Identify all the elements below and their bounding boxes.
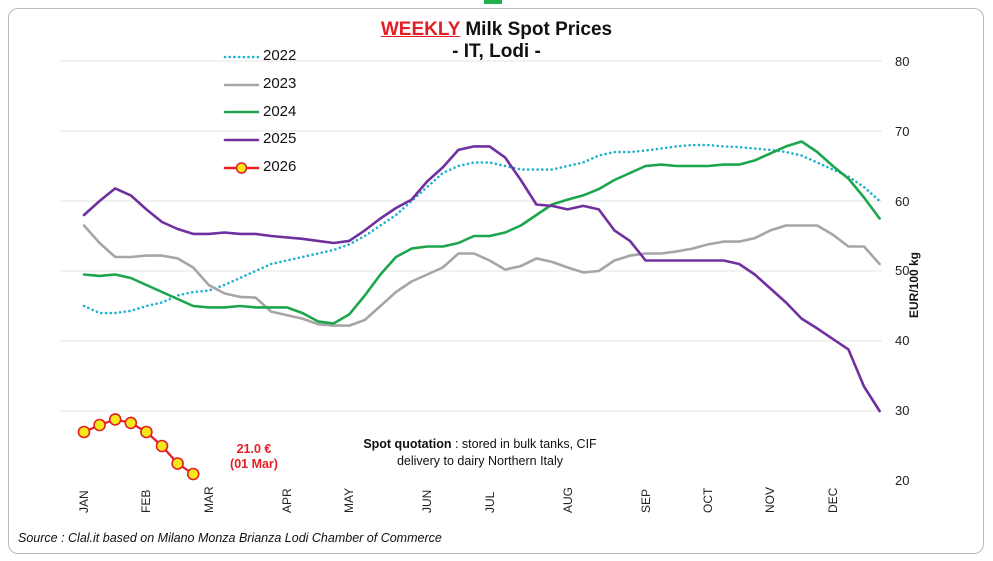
x-tick-label: NOV bbox=[763, 486, 778, 513]
spot-quotation-note: Spot quotation : stored in bulk tanks, C… bbox=[320, 436, 640, 470]
latest-price-annotation: 21.0 € (01 Mar) bbox=[214, 442, 294, 472]
series-line-2024 bbox=[82, 140, 881, 325]
x-tick-label: JUL bbox=[482, 491, 497, 513]
legend-label-2025: 2025 bbox=[263, 130, 297, 147]
legend-label-2022: 2022 bbox=[263, 47, 297, 64]
x-tick-label: DEC bbox=[825, 487, 840, 513]
top-accent-tab bbox=[484, 0, 502, 4]
chart-title: WEEKLY Milk Spot Prices bbox=[0, 19, 993, 41]
series-point-2026 bbox=[140, 425, 153, 439]
title-highlight: WEEKLY bbox=[380, 19, 461, 40]
series-point-2026 bbox=[171, 457, 184, 470]
x-tick-label: MAR bbox=[201, 486, 216, 513]
x-tick-label: JUN bbox=[420, 489, 435, 513]
y-tick-label: 30 bbox=[895, 403, 910, 418]
series-point-2026 bbox=[108, 413, 122, 426]
y-axis-label: EUR/100 kg bbox=[907, 251, 921, 319]
y-tick-label: 40 bbox=[895, 333, 910, 348]
series-line-2022 bbox=[82, 143, 881, 315]
note-rest: : stored in bulk tanks, CIF bbox=[451, 437, 597, 451]
x-tick-label: MAY bbox=[342, 487, 357, 513]
source-note: Source : Clal.it based on Milano Monza B… bbox=[18, 531, 442, 545]
note-line2: delivery to dairy Northern Italy bbox=[396, 454, 564, 468]
note-bold: Spot quotation bbox=[363, 437, 452, 451]
chart-frame bbox=[8, 8, 984, 554]
y-tick-label: 60 bbox=[895, 194, 910, 209]
series-point-2026 bbox=[93, 418, 106, 432]
x-tick-label: JAN bbox=[77, 490, 91, 513]
legend-label-2024: 2024 bbox=[263, 103, 297, 120]
series-line-2023 bbox=[82, 224, 881, 327]
series-point-2026 bbox=[77, 425, 91, 439]
y-tick-label: 80 bbox=[895, 54, 910, 69]
series-point-2026 bbox=[186, 467, 200, 481]
series-line-2025 bbox=[82, 145, 881, 413]
annotation-value: 21.0 € bbox=[236, 442, 272, 456]
title-rest: Milk Spot Prices bbox=[465, 19, 613, 40]
y-tick-label: 70 bbox=[895, 124, 910, 139]
series-point-2026 bbox=[155, 439, 169, 453]
chart-subtitle: - IT, Lodi - bbox=[452, 41, 541, 62]
x-tick-label: FEB bbox=[139, 489, 154, 513]
annotation-date: (01 Mar) bbox=[230, 457, 278, 471]
legend-label-2026: 2026 bbox=[263, 158, 297, 175]
series-point-2026 bbox=[124, 416, 138, 430]
x-tick-label: APR bbox=[279, 488, 294, 513]
x-tick-label: SEP bbox=[638, 488, 653, 513]
legend-marker-2026 bbox=[235, 162, 248, 174]
legend-label-2023: 2023 bbox=[263, 75, 297, 92]
y-tick-label: 20 bbox=[895, 473, 910, 488]
x-tick-label: AUG bbox=[560, 486, 575, 513]
y-tick-label: 50 bbox=[895, 263, 910, 278]
x-tick-label: OCT bbox=[701, 487, 715, 513]
